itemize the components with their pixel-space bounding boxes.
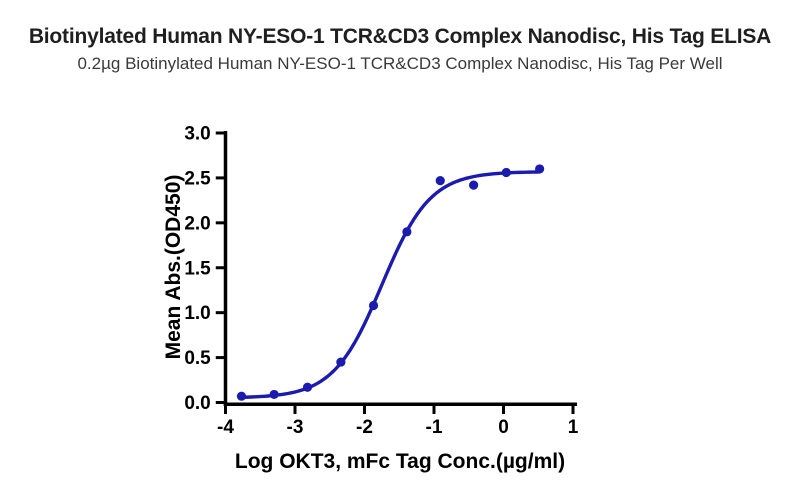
figure-title: Biotinylated Human NY-ESO-1 TCR&CD3 Comp… bbox=[28, 25, 772, 48]
data-point bbox=[336, 357, 346, 367]
y-axis-title: Mean Abs.(OD450) bbox=[162, 174, 185, 360]
data-point bbox=[535, 164, 545, 174]
y-tick-label: 0.5 bbox=[184, 348, 211, 369]
data-point bbox=[236, 391, 247, 401]
x-tick-label: 0 bbox=[498, 417, 509, 438]
data-point bbox=[469, 180, 479, 190]
y-tick-label: 2.0 bbox=[184, 213, 210, 234]
x-tick-label: -4 bbox=[217, 417, 234, 438]
y-tick-label: 3.0 bbox=[184, 124, 210, 145]
figure-subtitle: 0.2µg Biotinylated Human NY-ESO-1 TCR&CD… bbox=[77, 54, 723, 73]
data-point bbox=[402, 227, 412, 237]
x-tick-label: 1 bbox=[568, 417, 579, 438]
x-tick-label: -1 bbox=[426, 417, 443, 438]
data-point bbox=[302, 382, 313, 392]
x-axis-title: Log OKT3, mFc Tag Conc.(µg/ml) bbox=[234, 450, 566, 473]
fit-curve bbox=[239, 170, 542, 400]
data-point bbox=[501, 167, 511, 178]
y-tick-label: 0.0 bbox=[184, 393, 210, 414]
data-point bbox=[368, 300, 379, 311]
x-tick-label: -2 bbox=[356, 417, 373, 438]
y-tick-label: 1.0 bbox=[184, 303, 210, 324]
data-point bbox=[435, 176, 445, 186]
y-tick-label: 2.5 bbox=[184, 168, 211, 189]
data-point bbox=[269, 389, 279, 400]
x-tick-label: -3 bbox=[287, 417, 304, 438]
y-tick-label: 1.5 bbox=[184, 258, 211, 279]
